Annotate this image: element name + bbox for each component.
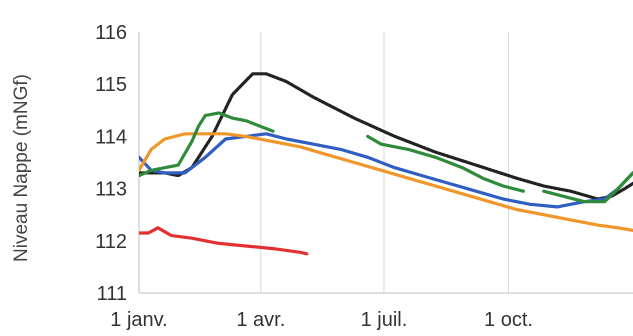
series-line xyxy=(542,171,633,204)
y-tick-label: 114 xyxy=(95,126,127,148)
x-tick-label: 1 janv. xyxy=(110,309,167,331)
y-tick-label: 116 xyxy=(95,22,127,44)
y-tick-label: 111 xyxy=(97,283,127,305)
series-line xyxy=(366,134,526,193)
series-layer xyxy=(139,72,633,256)
x-tick-labels: 1 janv. 1 avr. 1 juil. 1 oct. xyxy=(110,309,533,331)
y-tick-label: 113 xyxy=(95,179,127,201)
y-tick-label: 112 xyxy=(95,231,127,253)
x-tick-label: 1 juil. xyxy=(361,309,408,331)
x-tick-label: 1 avr. xyxy=(236,309,285,331)
grid-layer xyxy=(138,32,633,294)
x-tick-label: 1 oct. xyxy=(484,309,533,331)
y-axis-title: Niveau Nappe (mNGf) xyxy=(11,74,32,262)
series-line xyxy=(139,72,633,201)
y-tick-labels: 111 112 113 114 115 116 xyxy=(95,22,127,305)
series-line xyxy=(139,111,275,178)
series-line xyxy=(139,226,309,256)
series-line xyxy=(139,132,633,209)
y-tick-label: 115 xyxy=(95,74,127,96)
